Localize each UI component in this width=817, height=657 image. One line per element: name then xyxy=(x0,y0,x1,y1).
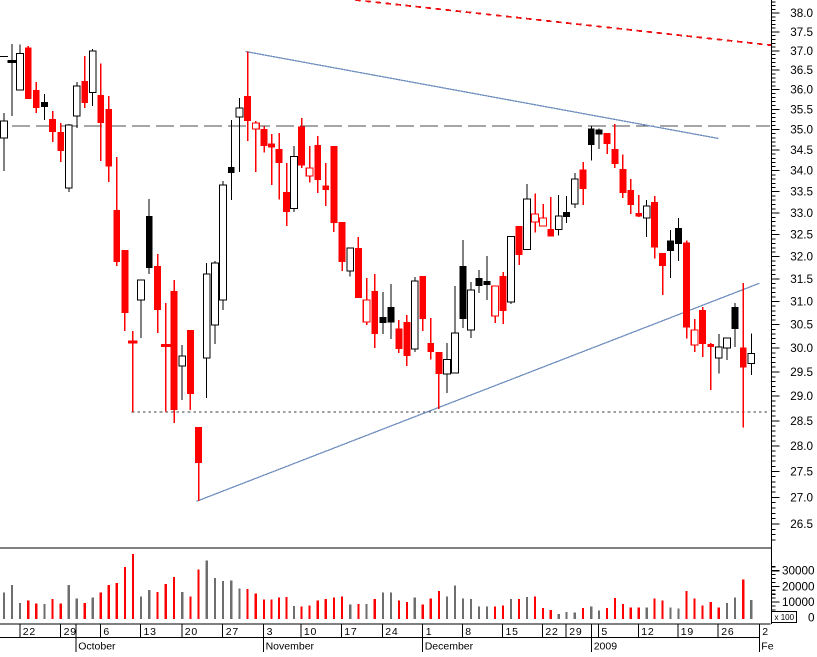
svg-text:38.0: 38.0 xyxy=(790,7,813,20)
svg-text:19: 19 xyxy=(681,626,694,638)
svg-text:24: 24 xyxy=(385,626,398,638)
svg-text:26: 26 xyxy=(721,626,734,638)
svg-text:36.0: 36.0 xyxy=(790,84,813,97)
svg-text:30.0: 30.0 xyxy=(790,342,813,355)
svg-text:27.0: 27.0 xyxy=(790,491,813,504)
svg-text:32.0: 32.0 xyxy=(790,251,813,264)
svg-text:37.5: 37.5 xyxy=(790,26,813,39)
svg-text:October: October xyxy=(78,641,116,653)
svg-text:13: 13 xyxy=(144,626,157,638)
svg-text:8: 8 xyxy=(465,626,472,638)
svg-text:30.5: 30.5 xyxy=(790,319,813,332)
svg-text:6: 6 xyxy=(103,626,110,638)
svg-text:36.5: 36.5 xyxy=(790,64,813,77)
svg-text:28.0: 28.0 xyxy=(790,440,813,453)
svg-text:3: 3 xyxy=(267,626,274,638)
svg-text:0: 0 xyxy=(808,612,815,625)
svg-text:20: 20 xyxy=(185,626,198,638)
svg-text:31.5: 31.5 xyxy=(790,273,813,286)
svg-text:December: December xyxy=(425,641,474,653)
svg-text:November: November xyxy=(266,641,315,653)
svg-text:5: 5 xyxy=(601,626,608,638)
svg-text:29: 29 xyxy=(64,626,77,638)
svg-text:17: 17 xyxy=(344,626,357,638)
svg-text:26.5: 26.5 xyxy=(790,518,813,531)
svg-text:29.5: 29.5 xyxy=(790,366,813,379)
svg-text:37.0: 37.0 xyxy=(790,45,813,58)
svg-text:22: 22 xyxy=(545,626,558,638)
svg-text:34.0: 34.0 xyxy=(790,165,813,178)
svg-text:20000: 20000 xyxy=(782,580,815,593)
svg-text:22: 22 xyxy=(23,626,36,638)
svg-text:35.5: 35.5 xyxy=(790,104,813,117)
svg-text:30000: 30000 xyxy=(782,565,815,578)
svg-text:2009: 2009 xyxy=(594,641,618,653)
svg-text:10: 10 xyxy=(304,626,317,638)
svg-text:32.5: 32.5 xyxy=(790,229,813,242)
svg-text:2: 2 xyxy=(762,626,769,638)
svg-text:34.5: 34.5 xyxy=(790,144,813,157)
svg-text:1: 1 xyxy=(426,626,433,638)
svg-text:27: 27 xyxy=(226,626,239,638)
svg-text:Fe: Fe xyxy=(761,641,773,653)
svg-text:29: 29 xyxy=(569,626,582,638)
svg-text:29.0: 29.0 xyxy=(790,390,813,403)
svg-text:x 100: x 100 xyxy=(775,613,795,622)
svg-text:12: 12 xyxy=(641,626,654,638)
svg-text:33.0: 33.0 xyxy=(790,207,813,220)
svg-text:31.0: 31.0 xyxy=(790,296,813,309)
svg-text:10000: 10000 xyxy=(782,596,815,609)
svg-text:33.5: 33.5 xyxy=(790,186,813,199)
svg-text:35.0: 35.0 xyxy=(790,124,813,137)
svg-text:27.5: 27.5 xyxy=(790,465,813,478)
svg-text:28.5: 28.5 xyxy=(790,415,813,428)
svg-text:15: 15 xyxy=(506,626,519,638)
